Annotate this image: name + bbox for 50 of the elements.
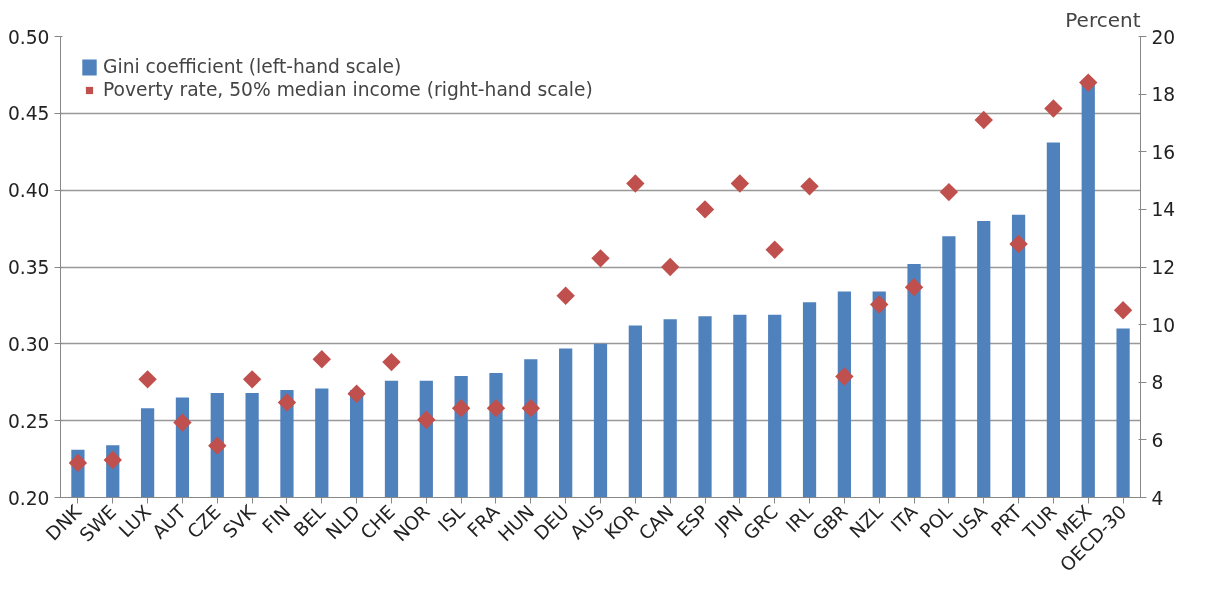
y2-tick-label: 12 [1151,257,1176,278]
y2-tick-label: 6 [1151,429,1164,451]
point [870,295,889,314]
y2-tick-label: 10 [1151,314,1176,336]
point [277,393,297,412]
y-tick-label: 0.25 [7,410,50,432]
point [974,110,993,130]
y-tick-label: 0.35 [7,257,50,278]
point [1009,234,1028,254]
point [138,370,157,389]
y2-tick-label: 16 [1151,141,1176,163]
y-tick-label: 0.50 [7,26,50,48]
point [486,398,506,418]
point [730,174,750,193]
point [556,286,575,305]
y2-tick-label: 8 [1151,372,1164,394]
point [800,177,819,196]
point [1079,73,1098,92]
y2-tick-label: 14 [1151,199,1176,221]
point [208,436,227,455]
point [68,453,88,473]
point [103,450,122,470]
point [417,410,436,429]
y-tick-label: 0.30 [7,333,50,355]
point [382,352,401,372]
point [521,398,541,418]
legend-label: Poverty rate, 50% median income (right-hand scale) [103,79,593,100]
point [765,240,784,259]
y2-tick-label: 4 [1151,487,1164,509]
legend-label: Gini coefficient (left-hand scale) [103,56,402,77]
point [591,249,610,268]
point [242,370,262,389]
point [904,277,924,297]
y2-tick-label: 20 [1151,26,1176,48]
point [626,174,645,193]
point [451,398,471,418]
y-tick-label: 0.20 [7,487,50,509]
y-tick-label: 0.45 [7,103,50,125]
point [347,384,366,403]
point [173,413,192,432]
y2-tick-label: 18 [1151,84,1176,106]
point [1113,301,1133,320]
point [312,350,331,369]
point [939,182,959,202]
point [660,257,680,277]
point [695,200,715,219]
point [1044,99,1063,118]
point [835,367,854,386]
y-tick-label: 0.40 [7,180,50,202]
y2-axis-title: Percent [1065,7,1141,32]
